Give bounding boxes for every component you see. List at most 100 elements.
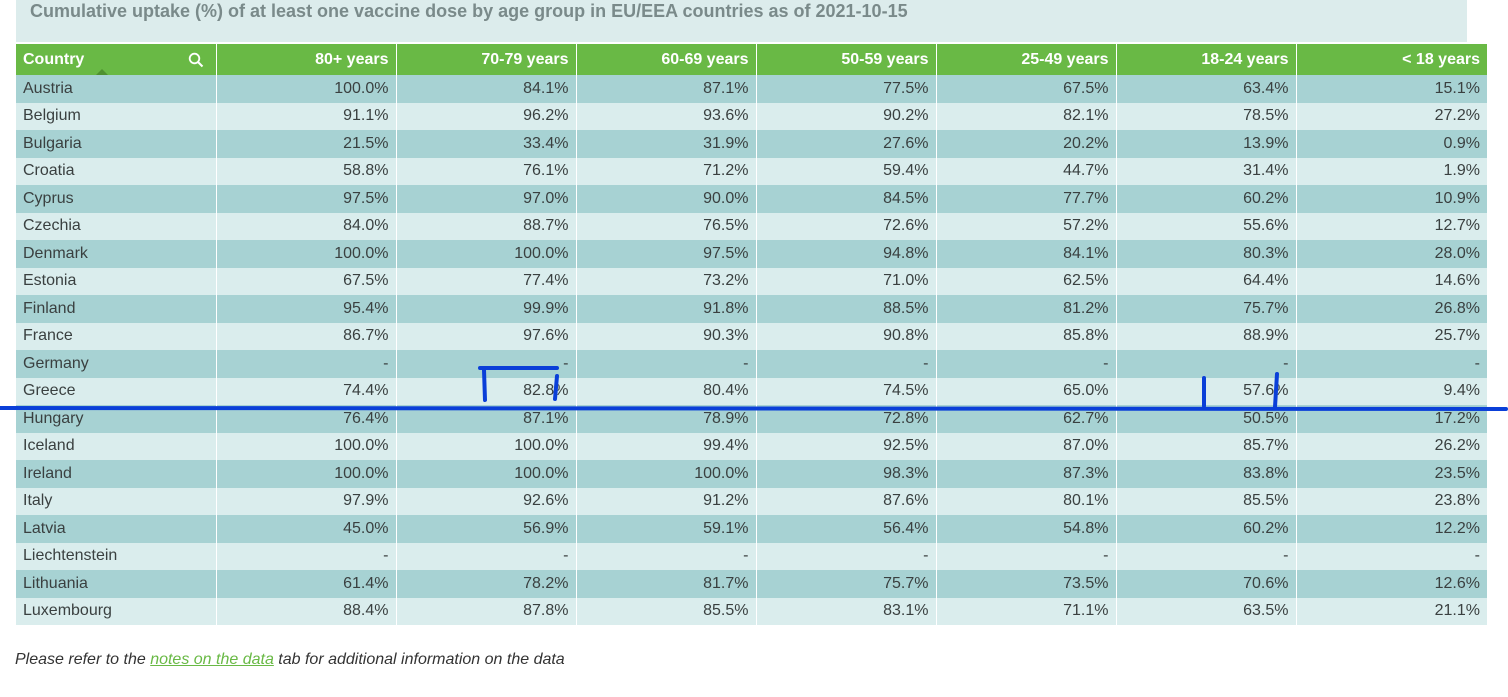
uptake-cell: 73.2% [576, 267, 757, 295]
table-row: Bulgaria 21.5% 33.4% 31.9% 27.6% 20.2% 13.9% 0.… [16, 130, 1487, 158]
uptake-cell: 74.4% [216, 377, 397, 405]
uptake-cell: 91.1% [216, 102, 397, 130]
uptake-cell: 12.6% [1296, 570, 1487, 598]
uptake-cell: 0.9% [1296, 130, 1487, 158]
sort-arrow-icon[interactable] [96, 69, 108, 75]
uptake-cell: 27.6% [756, 130, 937, 158]
uptake-cell: 56.4% [756, 515, 937, 543]
uptake-cell: 76.5% [576, 212, 757, 240]
uptake-cell: 84.0% [216, 212, 397, 240]
uptake-cell: 100.0% [216, 240, 397, 268]
uptake-cell: 60.2% [1116, 515, 1297, 543]
table-row: Croatia 58.8% 76.1% 71.2% 59.4% 44.7% 31.4% 1.9… [16, 157, 1487, 185]
uptake-cell: 27.2% [1296, 102, 1487, 130]
uptake-cell: 72.6% [756, 212, 937, 240]
country-cell: Lithuania [16, 570, 217, 598]
uptake-cell: 85.7% [1116, 432, 1297, 460]
data-note: Please refer to the notes on the data ta… [15, 651, 565, 669]
column-header-25-49[interactable]: 25-49 years [936, 44, 1117, 75]
uptake-cell: 50.5% [1116, 405, 1297, 433]
uptake-cell: 23.8% [1296, 487, 1487, 515]
notes-on-data-link[interactable]: notes on the data [150, 651, 274, 668]
uptake-cell: 100.0% [216, 75, 397, 103]
uptake-cell: 74.5% [756, 377, 937, 405]
column-header-60-69[interactable]: 60-69 years [576, 44, 757, 75]
uptake-cell: 15.1% [1296, 75, 1487, 103]
uptake-cell: 31.4% [1116, 157, 1297, 185]
uptake-cell: 82.8% [396, 377, 577, 405]
uptake-cell: - [936, 350, 1117, 378]
uptake-cell: - [216, 542, 397, 570]
uptake-cell: 93.6% [576, 102, 757, 130]
uptake-cell: 9.4% [1296, 377, 1487, 405]
uptake-cell: 75.7% [1116, 295, 1297, 323]
uptake-cell: 67.5% [936, 75, 1117, 103]
uptake-cell: 94.8% [756, 240, 937, 268]
uptake-cell: 62.5% [936, 267, 1117, 295]
uptake-cell: 90.0% [576, 185, 757, 213]
column-header-under-18[interactable]: < 18 years [1296, 44, 1487, 75]
search-icon[interactable] [188, 52, 204, 68]
uptake-cell: 63.4% [1116, 75, 1297, 103]
title-band: Cumulative uptake (%) of at least one va… [16, 0, 1467, 42]
country-cell: France [16, 322, 217, 350]
uptake-cell: 63.5% [1116, 597, 1297, 625]
country-cell: Hungary [16, 405, 217, 433]
uptake-cell: 85.5% [576, 597, 757, 625]
uptake-cell: - [756, 542, 937, 570]
uptake-cell: 72.8% [756, 405, 937, 433]
uptake-cell: 88.4% [216, 597, 397, 625]
page-title: Cumulative uptake (%) of at least one va… [30, 1, 908, 21]
uptake-cell: 14.6% [1296, 267, 1487, 295]
uptake-cell: 73.5% [936, 570, 1117, 598]
column-header-18-24[interactable]: 18-24 years [1116, 44, 1297, 75]
uptake-cell: 85.5% [1116, 487, 1297, 515]
country-cell: Ireland [16, 460, 217, 488]
uptake-cell: 97.6% [396, 322, 577, 350]
uptake-cell: 84.5% [756, 185, 937, 213]
uptake-cell: - [396, 350, 577, 378]
country-cell: Greece [16, 377, 217, 405]
uptake-cell: 86.7% [216, 322, 397, 350]
column-header-80-plus[interactable]: 80+ years [216, 44, 397, 75]
uptake-cell: 10.9% [1296, 185, 1487, 213]
uptake-cell: 87.1% [396, 405, 577, 433]
country-cell: Liechtenstein [16, 542, 217, 570]
vaccine-uptake-table: Country 80+ years 70-79 years 60-69 year… [16, 44, 1487, 625]
uptake-cell: 77.4% [396, 267, 577, 295]
uptake-cell: 77.7% [936, 185, 1117, 213]
column-header-50-59[interactable]: 50-59 years [756, 44, 937, 75]
uptake-cell: 70.6% [1116, 570, 1297, 598]
uptake-cell: 23.5% [1296, 460, 1487, 488]
uptake-cell: 67.5% [216, 267, 397, 295]
uptake-cell: 97.5% [216, 185, 397, 213]
uptake-cell: 61.4% [216, 570, 397, 598]
country-cell: Germany [16, 350, 217, 378]
country-cell: Czechia [16, 212, 217, 240]
table-row: Italy 97.9% 92.6% 91.2% 87.6% 80.1% 85.5% 23.8% [16, 487, 1487, 515]
table-row: Hungary 76.4% 87.1% 78.9% 72.8% 62.7% 50.5% 17.… [16, 405, 1487, 433]
uptake-cell: 62.7% [936, 405, 1117, 433]
uptake-cell: 81.7% [576, 570, 757, 598]
uptake-cell: 80.1% [936, 487, 1117, 515]
note-prefix: Please refer to the [15, 651, 151, 668]
uptake-cell: 97.9% [216, 487, 397, 515]
country-cell: Latvia [16, 515, 217, 543]
uptake-cell: 59.4% [756, 157, 937, 185]
uptake-cell: 78.5% [1116, 102, 1297, 130]
uptake-cell: 81.2% [936, 295, 1117, 323]
table-row: Czechia 84.0% 88.7% 76.5% 72.6% 57.2% 55.6% 12.… [16, 212, 1487, 240]
uptake-cell: 84.1% [936, 240, 1117, 268]
uptake-cell: 95.4% [216, 295, 397, 323]
uptake-cell: - [756, 350, 937, 378]
uptake-cell: 78.9% [576, 405, 757, 433]
uptake-cell: 91.8% [576, 295, 757, 323]
uptake-cell: 90.3% [576, 322, 757, 350]
country-cell: Finland [16, 295, 217, 323]
column-header-country[interactable]: Country [16, 44, 217, 75]
uptake-cell: 76.1% [396, 157, 577, 185]
uptake-cell: 91.2% [576, 487, 757, 515]
column-header-70-79[interactable]: 70-79 years [396, 44, 577, 75]
uptake-cell: - [936, 542, 1117, 570]
uptake-cell: 85.8% [936, 322, 1117, 350]
